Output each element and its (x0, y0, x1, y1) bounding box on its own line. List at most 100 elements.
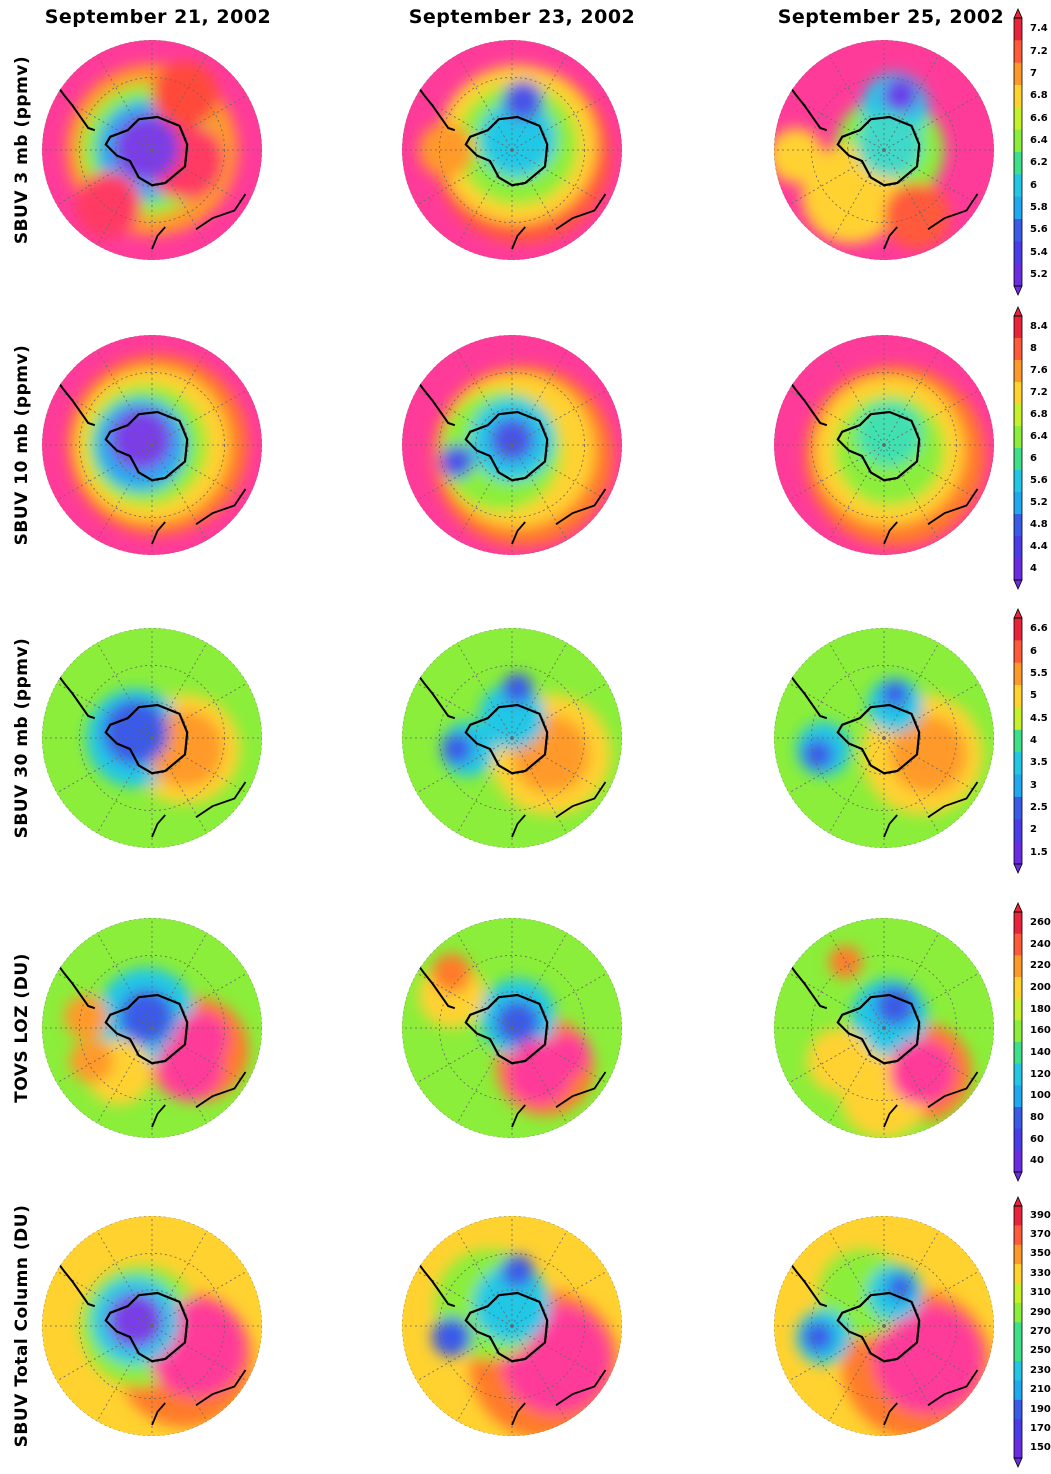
meridian-line (788, 1270, 885, 1327)
latitude-circle (811, 77, 957, 223)
colorbar-segment (1014, 426, 1022, 449)
colorbar-segment (1014, 1322, 1022, 1343)
colorbar-segment (1014, 912, 1022, 935)
colorbar-tick-label: 260 (1030, 916, 1051, 928)
map-field-contour (881, 680, 909, 708)
meridian-line (416, 972, 513, 1029)
latitude-circle (79, 1253, 225, 1399)
colorbar-tick-label: 230 (1030, 1364, 1051, 1376)
colorbar-3mb: 7.4 7.2 7 6.8 6.6 6.4 6.2 6 5.8 5.6 5.4 5.2 (1010, 8, 1051, 296)
meridian-line (511, 389, 608, 446)
meridian-line (151, 444, 208, 541)
colorbar-30mb: 6.6 6 5.5 5 4.5 4 3.5 3 2.5 2 1.5 (1010, 608, 1051, 874)
meridian-line (416, 1027, 513, 1084)
colorbar-tick-label: 6 (1030, 179, 1037, 191)
antarctica-coastline (836, 993, 921, 1065)
colorbar-tick-label: 6.2 (1030, 157, 1048, 169)
meridian-line (96, 54, 153, 151)
polar-map-r4-c2 (774, 1216, 994, 1436)
colorbar-tick-label: 150 (1030, 1442, 1051, 1454)
colorbar-segment (1014, 1302, 1022, 1323)
map-field-contour (889, 716, 967, 793)
colorbar-outline (1013, 315, 1023, 581)
colorbar-outline (1013, 617, 1023, 865)
colorbar-segment (1014, 618, 1022, 641)
latitude-circle (439, 955, 585, 1101)
colorbar-segment (1014, 1063, 1022, 1086)
meridian-line (96, 737, 153, 834)
colorbar-segment (1014, 1225, 1022, 1246)
colorbar-segment (1014, 841, 1022, 865)
colorbar-tick-label: 1.5 (1030, 846, 1048, 858)
colorbar-segment (1014, 819, 1022, 843)
colorbar-segment (1014, 1341, 1022, 1362)
latitude-circle (811, 665, 957, 811)
colorbar-segment (1014, 707, 1022, 731)
new-zealand-australia-coastline (511, 781, 607, 838)
latitude-circle (811, 372, 957, 518)
meridian-line (511, 444, 608, 501)
meridian-line (828, 444, 885, 541)
meridian-line (151, 972, 248, 1029)
meridian-line (788, 389, 885, 446)
meridian-line (56, 737, 153, 794)
polar-map-r2-c1 (402, 628, 622, 848)
colorbar-tick-label: 370 (1030, 1229, 1051, 1241)
colorbar-tick-label: 5.6 (1030, 224, 1048, 236)
antarctica-coastline (836, 703, 921, 775)
meridian-line (511, 1270, 608, 1327)
meridian-line (416, 389, 513, 446)
colorbar-segment (1014, 685, 1022, 708)
colorbar-arrow-top (1013, 608, 1023, 619)
colorbar-tick-label: 390 (1030, 1209, 1051, 1221)
polar-map-r1-c1 (402, 335, 622, 555)
colorbar-segment (1014, 536, 1022, 559)
map-field-contour (889, 1039, 956, 1105)
colorbar-tick-label: 60 (1030, 1133, 1044, 1145)
colorbar-tick-label: 2.5 (1030, 802, 1048, 814)
meridian-line (151, 1325, 248, 1382)
column-title-sep25: September 25, 2002 (777, 6, 1005, 28)
colorbar-arrow-top (1013, 306, 1023, 317)
colorbar-tick-label: 6.8 (1030, 90, 1048, 102)
meridian-line (788, 1027, 885, 1084)
antarctica-coastline (104, 410, 189, 482)
colorbar-segment (1014, 85, 1022, 108)
map-field-contour (174, 1011, 229, 1067)
colorbar-segment (1014, 18, 1022, 41)
antarctica-coastline (104, 115, 189, 187)
colorbar-segment (1014, 241, 1022, 265)
antarctica-coastline (464, 1291, 549, 1363)
colorbar-10mb: 8.4 8 7.6 7.2 6.8 6.4 6 5.6 5.2 4.8 4.4 4 (1010, 306, 1051, 590)
latitude-circle (439, 1253, 585, 1399)
colorbar-tick-label: 180 (1030, 1003, 1051, 1015)
meridian-line (883, 737, 980, 794)
colorbar-arrow-top (1013, 8, 1023, 19)
colorbar-tick-label: 6.6 (1030, 623, 1048, 635)
colorbar-segment (1014, 1244, 1022, 1265)
meridian-line (511, 149, 608, 206)
meridian-line (883, 1270, 980, 1327)
meridian-line (788, 972, 885, 1029)
map-field-contour (502, 673, 533, 704)
colorbar-tick-label: 3 (1030, 779, 1037, 791)
antarctica-coastline (104, 703, 189, 775)
latitude-circle (811, 955, 957, 1101)
polar-map-r3-c0 (42, 918, 262, 1138)
meridian-line (511, 642, 568, 739)
map-field-contour (69, 1039, 114, 1083)
colorbar-tick-label: 8.4 (1030, 321, 1048, 332)
latitude-circle (79, 665, 225, 811)
colorbar-tick-label: 220 (1030, 960, 1051, 972)
antarctica-coastline (836, 115, 921, 187)
new-zealand-australia-coastline (511, 488, 607, 545)
colorbar-segment (1014, 1283, 1022, 1304)
colorbar-total-column: 390 370 350 330 310 290 270 250 230 210 190 170 150 (1010, 1196, 1051, 1468)
colorbar-segment (1014, 774, 1022, 798)
new-zealand-australia-coastline (511, 193, 607, 250)
colorbar-segment (1014, 62, 1022, 86)
latitude-circle (79, 77, 225, 223)
meridian-line (56, 682, 153, 739)
map-field-contour (501, 1254, 534, 1288)
meridian-line (56, 1325, 153, 1382)
